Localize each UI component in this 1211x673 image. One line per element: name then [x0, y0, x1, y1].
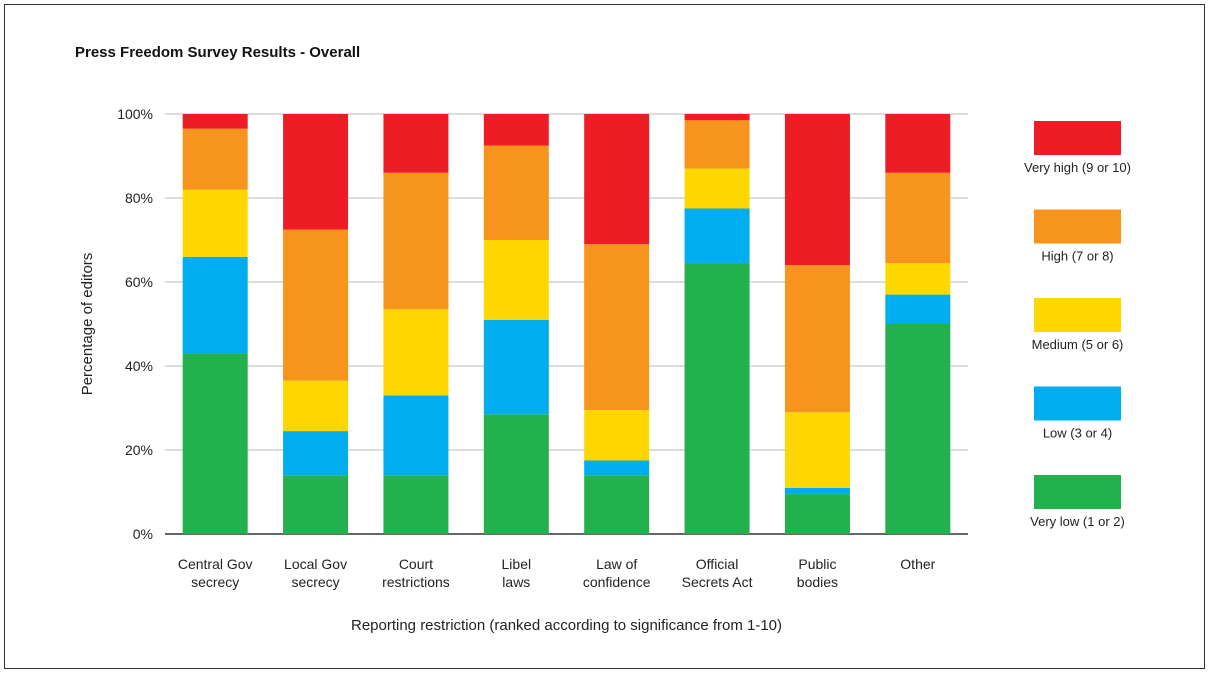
bar-segment: [182, 353, 248, 534]
x-tick-label: Public bodies: [797, 556, 838, 590]
bar-segment: [684, 208, 750, 264]
x-axis-label: Reporting restriction (ranked according …: [351, 617, 782, 634]
bar-segment: [684, 168, 750, 209]
bar-segment: [584, 114, 650, 245]
bar-segment: [584, 244, 650, 411]
chart-title: Press Freedom Survey Results - Overall: [75, 44, 361, 61]
bars: [182, 114, 951, 534]
bar-segment: [784, 487, 850, 495]
y-tick-labels: 0% 20% 40% 60% 80% 100%: [117, 106, 153, 542]
bar-segment: [283, 380, 349, 432]
bar-segment: [483, 240, 549, 320]
bar-segment: [784, 265, 850, 413]
legend-label: Low (3 or 4): [1043, 426, 1112, 441]
legend: Very high (9 or 10) High (7 or 8) Medium (…: [1024, 121, 1131, 529]
bar-segment: [784, 494, 850, 534]
bar-segment: [283, 229, 349, 381]
x-tick-label: Law of confidence: [583, 556, 651, 590]
legend-label: Very high (9 or 10): [1024, 160, 1131, 175]
bar-segment: [483, 414, 549, 534]
y-tick-label: 40%: [125, 358, 153, 374]
bar-segment: [182, 256, 248, 354]
bar-segment: [182, 128, 248, 190]
bar-segment: [784, 114, 850, 266]
x-tick-label: Other: [900, 556, 935, 572]
bar-segment: [283, 431, 349, 476]
bar-segment: [182, 114, 248, 129]
bar-segment: [483, 319, 549, 415]
bar-segment: [584, 475, 650, 534]
legend-label: Medium (5 or 6): [1032, 337, 1124, 352]
bar-segment: [483, 114, 549, 146]
bar-segment: [684, 120, 750, 169]
x-tick-labels: Central Gov secrecy Local Gov secrecy Court r…: [178, 556, 936, 590]
x-tick-label: Official Secrets Act: [682, 556, 753, 590]
bar-segment: [182, 189, 248, 257]
bar-segment: [383, 172, 449, 310]
legend-swatch: [1034, 475, 1121, 509]
bar-segment: [885, 114, 951, 173]
x-tick-label: Local Gov secrecy: [284, 556, 347, 590]
bar-segment: [283, 475, 349, 534]
bar-segment: [483, 145, 549, 240]
y-tick-label: 20%: [125, 442, 153, 458]
bar-segment: [885, 172, 951, 264]
bar-segment: [885, 263, 951, 295]
y-tick-label: 100%: [117, 106, 153, 122]
y-tick-label: 0%: [133, 526, 153, 542]
bar-segment: [383, 475, 449, 534]
bar-segment: [383, 395, 449, 476]
y-tick-label: 80%: [125, 190, 153, 206]
legend-swatch: [1034, 121, 1121, 155]
y-axis-label: Percentage of editors: [79, 253, 96, 396]
bar-segment: [784, 412, 850, 488]
legend-swatch: [1034, 386, 1121, 421]
bar-segment: [584, 460, 650, 476]
legend-label: Very low (1 or 2): [1030, 514, 1125, 529]
legend-swatch: [1034, 298, 1121, 332]
x-tick-label: Court restrictions: [382, 556, 450, 590]
bar-segment: [885, 294, 951, 324]
legend-label: High (7 or 8): [1041, 249, 1113, 264]
bar-segment: [684, 114, 750, 121]
bar-segment: [383, 114, 449, 173]
bar-segment: [383, 309, 449, 396]
y-tick-label: 60%: [125, 274, 153, 290]
x-tick-label: Libel laws: [502, 556, 532, 590]
x-tick-label: Central Gov secrecy: [178, 556, 253, 590]
bar-segment: [684, 263, 750, 534]
legend-swatch: [1034, 209, 1121, 244]
bar-segment: [283, 114, 349, 230]
bar-segment: [584, 410, 650, 461]
bar-segment: [885, 324, 951, 534]
